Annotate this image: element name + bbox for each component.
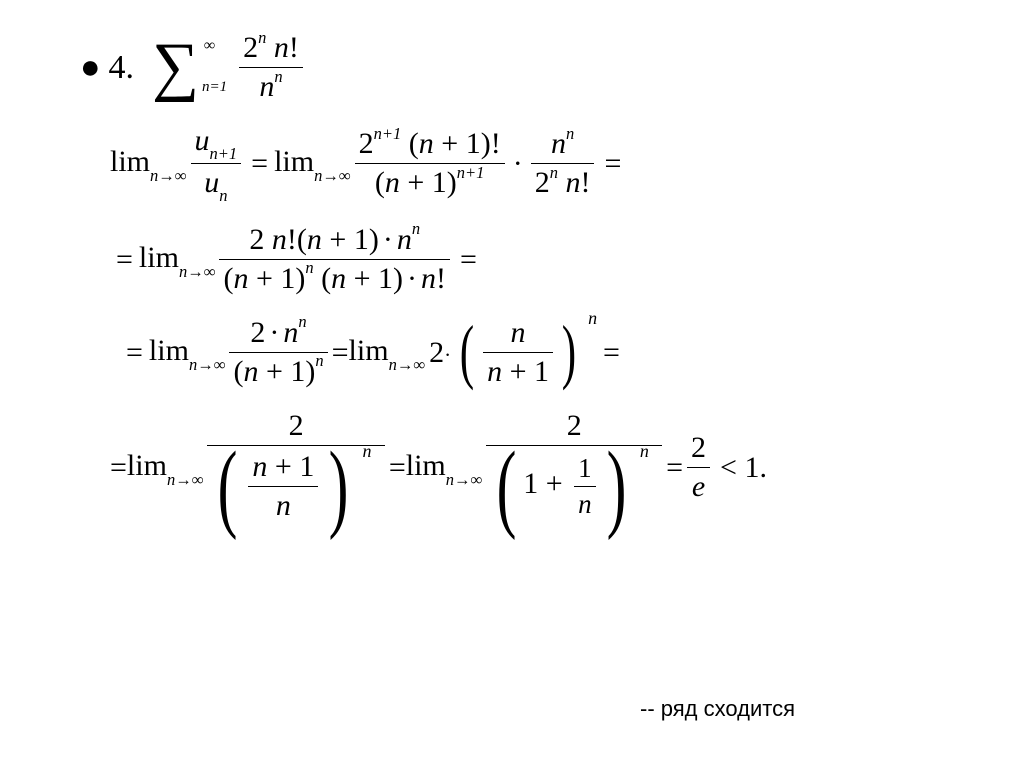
bullet-icon: ●	[80, 49, 101, 86]
summation: ∑ ∞ n=1	[152, 41, 199, 94]
equals-1: =	[251, 147, 268, 180]
problem-number: 4.	[109, 49, 135, 86]
frac-expand-left: 2n+1 (n + 1)! (n + 1)n+1	[355, 126, 505, 201]
equals-10: =	[666, 451, 683, 484]
sigma-symbol: ∑	[152, 41, 199, 94]
frac-flip-1: 2 ( n + 1 n ) n	[207, 408, 384, 528]
math-slide: ● 4. ∑ ∞ n=1 2n n! nn limn→∞ un+1 un = l…	[0, 0, 1024, 528]
conclusion-note: -- ряд сходится	[640, 696, 795, 722]
result-2-over-e: 2 e	[687, 430, 710, 505]
ratio-un: un+1 un	[191, 123, 242, 204]
final-inequality: < 1.	[720, 451, 767, 484]
ratio-test-line-4: =limn→∞ 2 ( n + 1 n ) n =limn→∞ 2	[110, 408, 974, 528]
sum-upper-limit: ∞	[204, 37, 215, 55]
ratio-test-line-2: = limn→∞ 2 n!(n + 1)·nn (n + 1)n (n + 1)…	[110, 222, 974, 297]
lim-4: limn→∞	[149, 334, 226, 371]
frac-simplify-2: 2·nn (n + 1)n	[229, 315, 327, 390]
frac-simplify-1: 2 n!(n + 1)·nn (n + 1)n (n + 1)·n!	[219, 222, 450, 297]
equals-5: =	[126, 336, 143, 369]
lim-1: limn→∞	[110, 145, 187, 182]
lim-7: limn→∞	[406, 449, 483, 486]
equals-2: =	[604, 147, 621, 180]
frac-flip-2: 2 ( 1 + 1 n ) n	[486, 408, 662, 528]
sum-lower-limit: n=1	[202, 79, 227, 96]
equals-9: =	[389, 451, 406, 484]
ratio-test-line-3: =limn→∞ 2·nn (n + 1)n =limn→∞ 2· ( n n +…	[120, 315, 974, 390]
equals-8: =	[110, 451, 127, 484]
ratio-test-line-1: limn→∞ un+1 un = limn→∞ 2n+1 (n + 1)! (n…	[110, 123, 974, 204]
lim-5: limn→∞	[349, 334, 426, 371]
cdot-1: ·	[513, 147, 523, 180]
lim-3: limn→∞	[139, 241, 216, 278]
frac-expand-right: nn 2n n!	[531, 126, 595, 201]
equals-7: =	[603, 336, 620, 369]
equals-3: =	[116, 243, 133, 276]
coef-2a: 2·	[429, 336, 451, 369]
series-term: 2n n! nn	[239, 30, 303, 105]
problem-header-row: ● 4. ∑ ∞ n=1 2n n! nn	[80, 30, 974, 105]
equals-4: =	[460, 243, 477, 276]
lim-2: limn→∞	[274, 145, 351, 182]
lim-6: limn→∞	[127, 449, 204, 486]
equals-6: =	[332, 336, 349, 369]
big-paren-1: ( n n + 1 ) n	[455, 315, 581, 390]
